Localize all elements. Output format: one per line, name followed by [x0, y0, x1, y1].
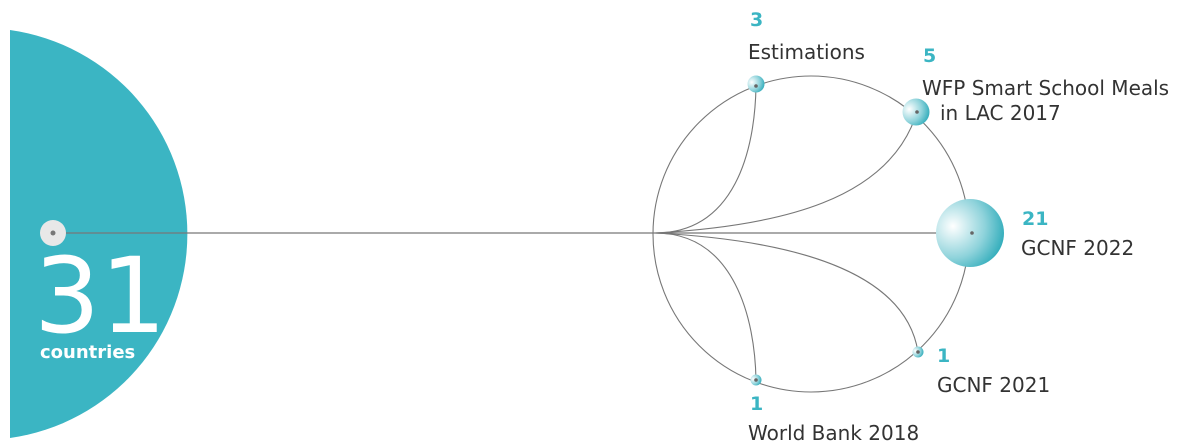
bubble-gcnf-2022	[936, 199, 1004, 267]
dot-wfp	[915, 110, 919, 114]
dot-gcnf-2022	[970, 231, 974, 235]
dot-estimations	[754, 84, 758, 88]
wfp-count: 5	[923, 45, 937, 67]
branch-world-bank	[654, 232, 757, 381]
dot-gcnf-2021	[916, 350, 920, 354]
gcnf-2022-label: GCNF 2022	[1021, 236, 1135, 260]
total-value: 31	[34, 235, 167, 357]
branch-wfp	[654, 111, 918, 234]
branch-gcnf-2021	[654, 232, 919, 353]
world-bank-label: World Bank 2018	[748, 421, 920, 445]
wfp-label: WFP Smart School Meals	[922, 76, 1170, 100]
estimations-count: 3	[750, 9, 764, 31]
gcnf-2022-count: 21	[1022, 208, 1049, 230]
origin-dot-center	[50, 230, 56, 236]
branch-estimations	[654, 85, 757, 234]
estimations-label: Estimations	[748, 40, 865, 64]
total-caption: countries	[40, 342, 136, 363]
dot-world-bank	[754, 378, 758, 382]
bubble-estimations	[747, 75, 765, 93]
total-half-circle	[10, 30, 188, 438]
gcnf-2021-count: 1	[937, 345, 951, 367]
world-bank-count: 1	[750, 393, 764, 415]
wfp-label-line2: in LAC 2017	[940, 101, 1061, 125]
gcnf-2021-label: GCNF 2021	[937, 373, 1051, 397]
